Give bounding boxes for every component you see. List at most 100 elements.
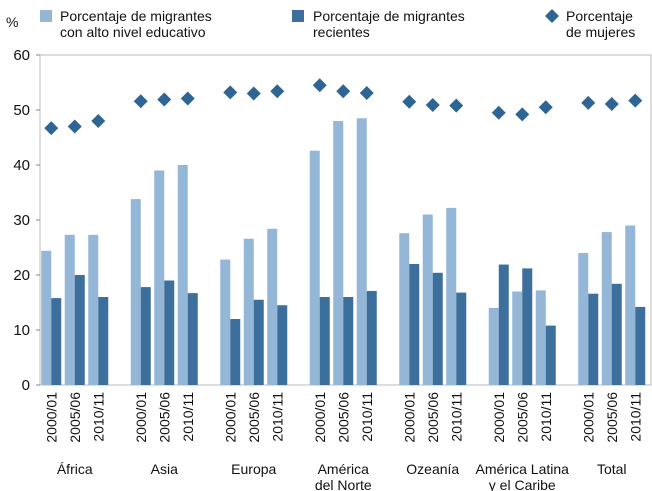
diamond-marker	[604, 96, 619, 111]
bar	[498, 264, 509, 385]
y-tick-label: 10	[13, 322, 30, 339]
x-tick-label: 2010/11	[90, 392, 106, 442]
x-tick-label: 2010/11	[269, 392, 285, 442]
bar	[343, 297, 354, 385]
diamond-marker	[133, 94, 148, 109]
bar	[488, 308, 499, 385]
bar	[601, 232, 612, 385]
diamond-marker	[359, 85, 374, 100]
x-tick-label: 2000/01	[312, 392, 328, 443]
diamond-marker	[246, 86, 261, 101]
diamond-marker	[628, 93, 643, 108]
diamond-marker	[312, 78, 327, 93]
diamond-marker	[44, 121, 59, 136]
bar	[456, 292, 467, 385]
bar	[267, 228, 278, 385]
bar	[64, 234, 75, 385]
bar	[422, 214, 433, 385]
y-tick-label: 0	[22, 377, 30, 394]
group-label: América	[318, 461, 370, 477]
bar	[625, 225, 636, 385]
group-label: del Norte	[315, 477, 372, 491]
bar	[74, 275, 85, 385]
bar	[220, 259, 231, 385]
diamond-marker	[581, 95, 596, 110]
y-tick-label: 30	[13, 212, 30, 229]
bar	[88, 234, 99, 385]
x-tick-label: 2010/11	[180, 392, 196, 442]
diamond-marker	[491, 105, 506, 120]
diamond-marker	[538, 100, 553, 115]
x-tick-label: 2005/06	[425, 392, 441, 443]
diamond-marker	[402, 94, 417, 109]
bar	[319, 297, 330, 385]
bar	[635, 306, 646, 385]
group-label: Asia	[151, 461, 178, 477]
x-tick-label: 2005/06	[67, 392, 83, 443]
bar	[98, 297, 109, 385]
x-tick-label: 2000/01	[133, 392, 149, 443]
x-tick-label: 2005/06	[156, 392, 172, 443]
diamond-marker	[223, 85, 238, 100]
group-label: y el Caribe	[489, 477, 556, 491]
y-axis-label: %	[6, 14, 18, 30]
bar	[277, 305, 288, 385]
y-tick-label: 50	[13, 102, 30, 119]
x-tick-label: 2000/01	[491, 392, 507, 443]
bar	[446, 207, 457, 385]
diamond-marker	[180, 91, 195, 106]
x-tick-label: 2010/11	[359, 392, 375, 442]
x-tick-label: 2000/01	[580, 392, 596, 443]
bar	[366, 290, 377, 385]
bar	[154, 170, 165, 385]
bar	[177, 165, 188, 385]
group-label: Total	[597, 461, 627, 477]
bar	[535, 290, 546, 385]
bar	[243, 238, 254, 385]
group-label: África	[57, 461, 93, 477]
bar	[130, 199, 141, 385]
diamond-marker	[449, 98, 464, 113]
y-tick-label: 20	[13, 267, 30, 284]
bar	[545, 325, 556, 385]
bar	[512, 291, 523, 385]
bar	[333, 121, 344, 385]
bar	[399, 233, 410, 385]
diamond-marker	[157, 92, 172, 107]
bar	[409, 264, 420, 385]
bar	[140, 287, 151, 385]
x-tick-label: 2005/06	[246, 392, 262, 443]
bar	[230, 319, 241, 385]
bar	[187, 293, 198, 385]
group-label: América Latina	[476, 461, 570, 477]
bar	[51, 298, 62, 385]
diamond-marker	[515, 107, 530, 122]
bar	[164, 280, 175, 385]
legend-swatch	[292, 10, 304, 22]
diamond-marker	[425, 98, 440, 113]
x-tick-label: 2000/01	[401, 392, 417, 443]
y-tick-label: 60	[13, 47, 30, 64]
bar	[611, 283, 622, 385]
y-tick-label: 40	[13, 157, 30, 174]
bar	[253, 299, 264, 385]
bar	[588, 293, 599, 385]
x-tick-label: 2010/11	[538, 392, 554, 442]
diamond-marker	[91, 114, 106, 128]
legend-label: Porcentaje de migrantes recientes	[313, 8, 465, 40]
bar	[309, 150, 320, 385]
diamond-marker	[67, 119, 82, 134]
bar	[356, 118, 367, 385]
bar	[578, 253, 589, 385]
legend-swatch	[40, 10, 52, 22]
x-tick-label: 2000/01	[43, 392, 59, 443]
x-tick-label: 2005/06	[335, 392, 351, 443]
group-label: Europa	[231, 461, 276, 477]
legend-swatch	[545, 9, 559, 23]
x-tick-label: 2005/06	[604, 392, 620, 443]
legend-label: Porcentaje de migrantes con alto nivel e…	[60, 8, 212, 40]
x-tick-label: 2010/11	[448, 392, 464, 442]
diamond-marker	[336, 84, 351, 99]
